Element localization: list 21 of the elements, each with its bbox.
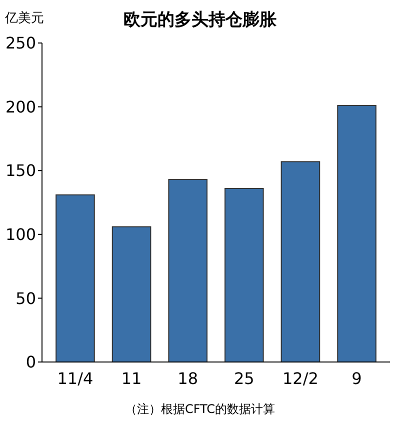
y-tick-label: 100: [5, 225, 36, 244]
x-tick-label: 12/2: [282, 369, 318, 388]
bar: [168, 179, 208, 362]
bar: [56, 194, 95, 362]
y-tick-label: 200: [5, 97, 36, 116]
chart-title: 欧元的多头持仓膨胀: [124, 10, 278, 30]
x-tick-label: 11: [121, 369, 142, 388]
y-axis-title: 亿美元: [4, 10, 44, 26]
x-tick-label: 18: [178, 369, 198, 388]
y-tick-label: 0: [26, 352, 36, 372]
y-tick-label: 250: [5, 34, 36, 53]
x-tick-label: 9: [352, 369, 362, 388]
bar: [224, 188, 264, 362]
x-tick-label: 11/4: [57, 369, 94, 388]
text: （注）根据CFTC的数据计算: [124, 402, 276, 416]
y-tick-label: 50: [16, 288, 36, 308]
bar: [280, 161, 320, 362]
bar: [112, 226, 152, 362]
y-tick-label: 150: [5, 161, 36, 180]
x-tick-label: 25: [234, 369, 254, 388]
bar: [337, 105, 376, 362]
